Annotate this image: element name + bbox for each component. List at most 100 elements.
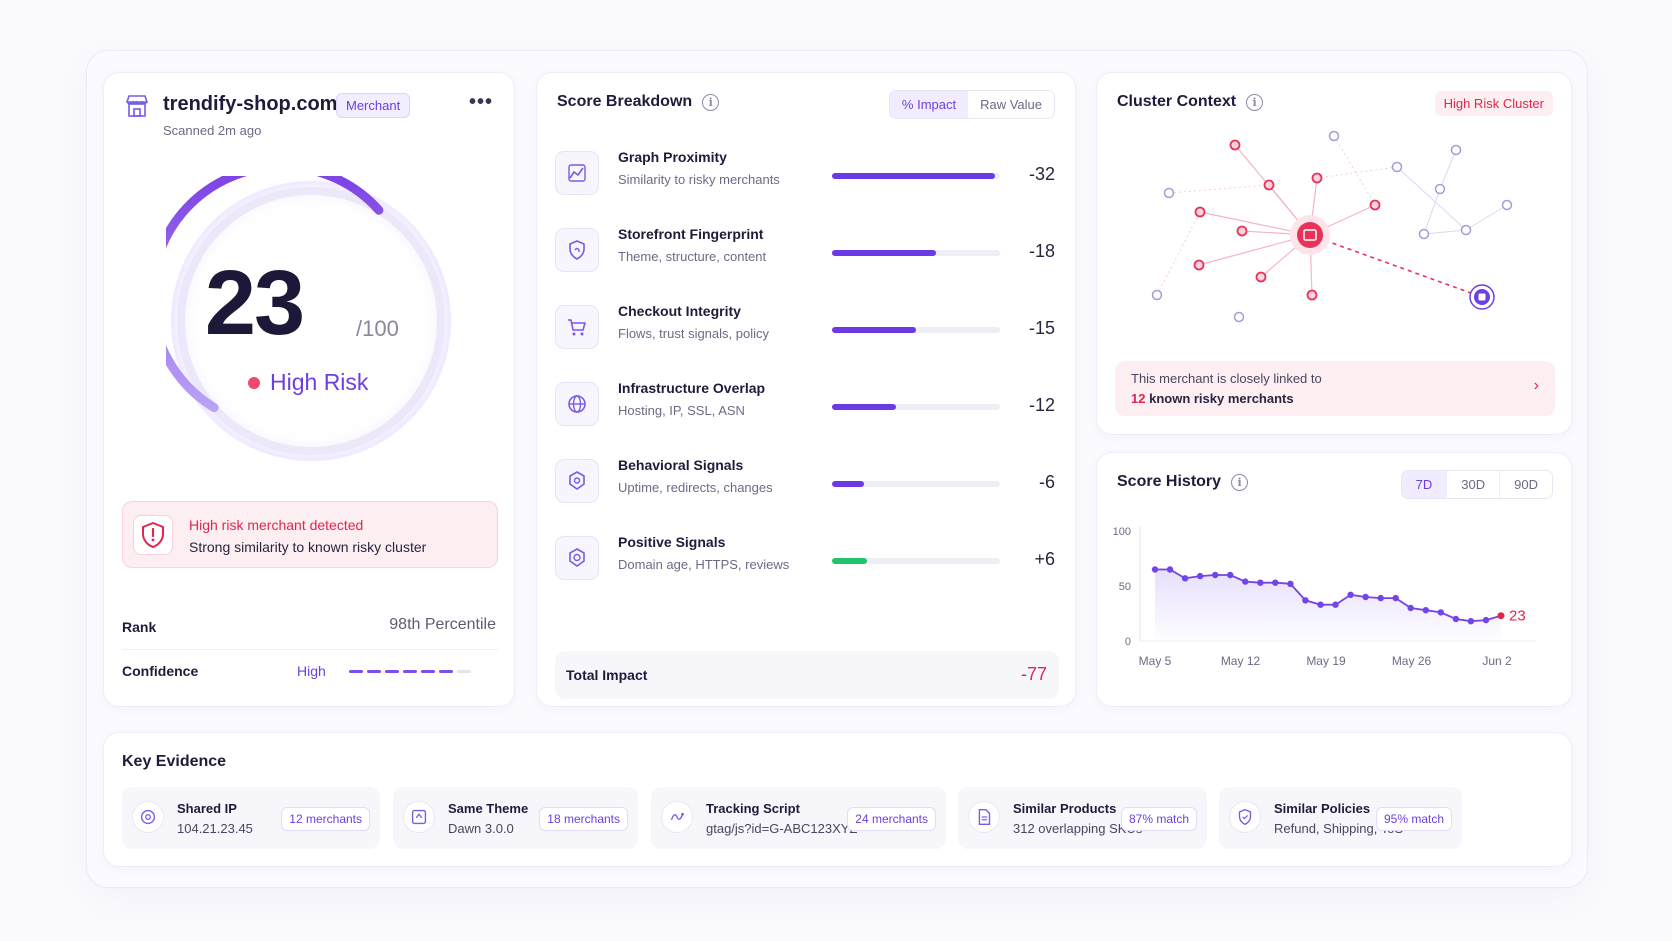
risky-merchant-node[interactable] (1306, 289, 1318, 301)
evidence-item[interactable]: Similar Policies Refund, Shipping, ToS 95%… (1219, 787, 1462, 849)
cart-icon (555, 305, 599, 349)
risky-merchant-node[interactable] (1311, 172, 1323, 184)
toggle-percent-impact[interactable]: % Impact (889, 91, 969, 118)
graph-edge (1396, 166, 1467, 231)
history-point[interactable] (1452, 615, 1460, 623)
history-point[interactable] (1196, 572, 1204, 580)
factor-description: Uptime, redirects, changes (618, 480, 773, 495)
latest-score-point[interactable] (1497, 612, 1505, 620)
risky-merchant-node[interactable] (1194, 206, 1206, 218)
merchant-node[interactable] (1328, 130, 1340, 142)
merchant-node[interactable] (1501, 199, 1513, 211)
risky-merchant-node[interactable] (1229, 139, 1241, 151)
merchant-node[interactable] (1460, 224, 1472, 236)
confidence-segment (421, 670, 435, 673)
cluster-risk-badge: High Risk Cluster (1434, 91, 1553, 116)
cluster-header: Cluster Context i (1117, 93, 1264, 111)
graph-edge (1333, 135, 1376, 206)
history-point[interactable] (1392, 594, 1399, 602)
cluster-network-graph[interactable] (1097, 123, 1573, 363)
evidence-match-badge[interactable]: 18 merchants (539, 807, 628, 831)
chevron-right-icon[interactable]: › (1533, 377, 1539, 394)
evidence-item[interactable]: Same Theme Dawn 3.0.0 18 merchants (393, 787, 638, 849)
factor-row[interactable]: Storefront Fingerprint Theme, structure, … (555, 222, 1059, 282)
info-icon[interactable]: i (1246, 93, 1264, 111)
history-point[interactable] (1437, 609, 1444, 616)
merchant-node[interactable] (1434, 183, 1446, 195)
history-point[interactable] (1257, 579, 1264, 586)
evidence-match-badge[interactable]: 12 merchants (281, 807, 370, 831)
behavior-icon (555, 459, 599, 503)
evidence-item[interactable]: Similar Products 312 overlapping SKUs 87% … (958, 787, 1207, 849)
evidence-item[interactable]: Shared IP 104.21.23.45 12 merchants (122, 787, 380, 849)
history-point[interactable] (1302, 597, 1309, 604)
shield-fingerprint-icon (555, 228, 599, 272)
factor-row[interactable]: Behavioral Signals Uptime, redirects, cha… (555, 453, 1059, 513)
risky-merchant-node[interactable] (1369, 199, 1381, 211)
total-impact-row: Total Impact -77 (555, 651, 1059, 699)
toggle-raw-value[interactable]: Raw Value (968, 91, 1054, 118)
more-options-button[interactable]: ••• (469, 91, 494, 113)
history-point[interactable] (1151, 566, 1159, 573)
evidence-item[interactable]: Tracking Script gtag/js?id=G-ABC123XYZ 24 … (651, 787, 946, 849)
tab-90d[interactable]: 90D (1499, 471, 1552, 498)
history-point[interactable] (1317, 601, 1324, 608)
evidence-match-badge[interactable]: 95% match (1375, 807, 1452, 831)
cluster-title: Cluster Context (1117, 93, 1237, 110)
history-point[interactable] (1332, 601, 1339, 608)
risk-score-value: 23 (204, 252, 305, 354)
factor-name: Behavioral Signals (618, 457, 744, 473)
history-point[interactable] (1272, 579, 1279, 586)
risky-merchant-node[interactable] (1255, 271, 1267, 283)
merchant-node[interactable] (1418, 228, 1430, 240)
factor-row[interactable]: Checkout Integrity Flows, trust signals, … (555, 299, 1059, 359)
merchant-score-card: trendify-shop.com Merchant ••• Scanned 2… (103, 72, 515, 707)
history-point[interactable] (1347, 591, 1354, 598)
risky-merchant-node[interactable] (1236, 225, 1248, 237)
evidence-name: Similar Products (1013, 801, 1117, 816)
history-point[interactable] (1227, 571, 1234, 579)
history-point[interactable] (1242, 578, 1249, 585)
evidence-match-badge[interactable]: 87% match (1120, 807, 1197, 831)
breakdown-header: Score Breakdown i (557, 93, 720, 111)
graph-edge (1316, 166, 1398, 179)
history-point[interactable] (1377, 594, 1384, 602)
factor-row[interactable]: Positive Signals Domain age, HTTPS, revie… (555, 530, 1059, 590)
merchant-node[interactable] (1233, 311, 1245, 323)
history-point[interactable] (1482, 616, 1490, 624)
merchant-node[interactable] (1450, 144, 1462, 156)
history-point[interactable] (1166, 566, 1174, 573)
evidence-match-badge[interactable]: 24 merchants (847, 807, 936, 831)
score-breakdown-card: Score Breakdown i % Impact Raw Value Gra… (536, 72, 1076, 707)
info-icon[interactable]: i (1231, 473, 1249, 491)
risky-merchant-node[interactable] (1193, 259, 1205, 271)
target-link-edge (1309, 234, 1483, 298)
graph-edge (1439, 149, 1457, 190)
confidence-segment (457, 670, 471, 673)
history-point[interactable] (1407, 604, 1414, 612)
risky-merchant-node[interactable] (1263, 179, 1275, 191)
tab-7d[interactable]: 7D (1401, 471, 1447, 498)
y-tick-label: 100 (1113, 526, 1131, 538)
factor-impact-bar (832, 250, 1000, 256)
history-point[interactable] (1467, 618, 1475, 625)
cluster-link-note[interactable]: This merchant is closely linked to 12 kn… (1115, 361, 1555, 416)
info-icon[interactable]: i (702, 93, 720, 111)
factor-row[interactable]: Graph Proximity Similarity to risky merch… (555, 145, 1059, 205)
merchant-node[interactable] (1163, 187, 1175, 199)
factor-row[interactable]: Infrastructure Overlap Hosting, IP, SSL, … (555, 376, 1059, 436)
history-point[interactable] (1422, 607, 1429, 614)
merchant-node[interactable] (1391, 161, 1403, 173)
x-tick-label: May 26 (1392, 654, 1432, 668)
history-point[interactable] (1287, 580, 1294, 587)
factor-impact-value: -15 (1028, 318, 1055, 338)
x-tick-label: Jun 2 (1482, 654, 1512, 668)
tab-30d[interactable]: 30D (1446, 471, 1500, 498)
alert-shield-icon (133, 515, 173, 555)
history-point[interactable] (1181, 575, 1189, 582)
history-point[interactable] (1212, 571, 1219, 579)
merchant-node[interactable] (1151, 289, 1163, 301)
cluster-hub-node[interactable] (1297, 222, 1323, 248)
store-node-icon (1303, 229, 1317, 241)
history-point[interactable] (1362, 593, 1369, 601)
